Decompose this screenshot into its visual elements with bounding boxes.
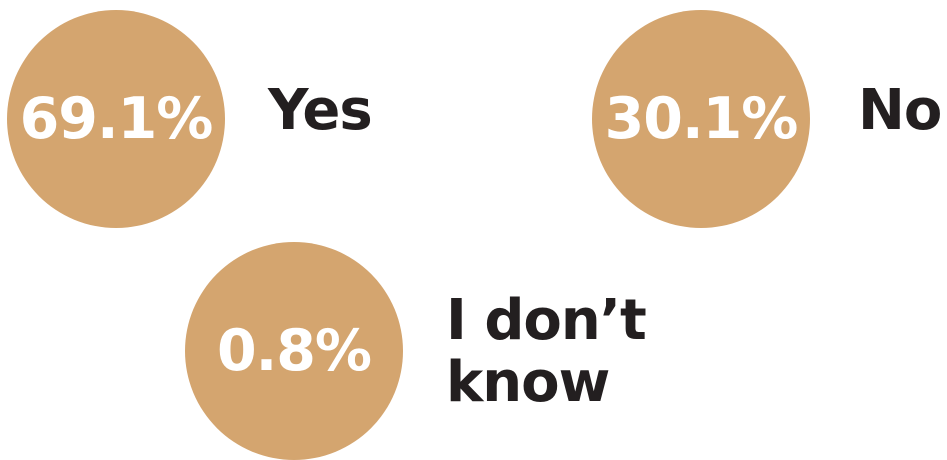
value-label-no: 30.1% [604, 86, 799, 152]
value-circle-dont-know: 0.8% [185, 242, 403, 460]
value-label-yes: 69.1% [19, 86, 214, 152]
value-label-dont-know: 0.8% [216, 318, 372, 384]
value-circle-no: 30.1% [592, 10, 810, 228]
category-label-yes: Yes [268, 78, 373, 143]
value-circle-yes: 69.1% [7, 10, 225, 228]
category-label-dont-know: I don’t know [446, 288, 647, 415]
category-label-no: No [858, 78, 942, 143]
